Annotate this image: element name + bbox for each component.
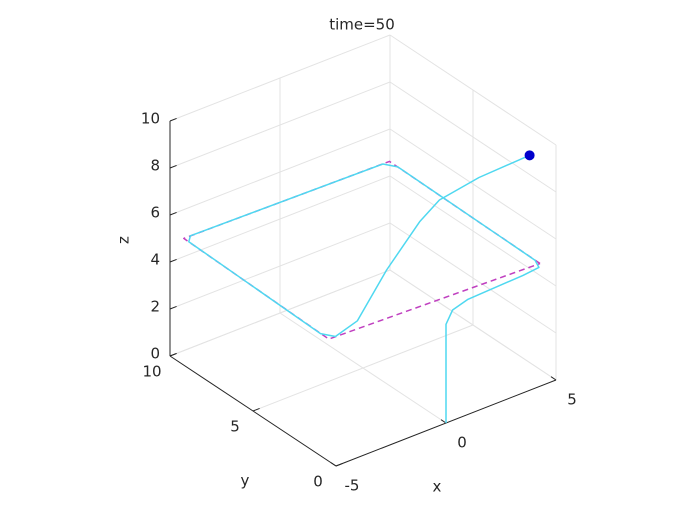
z-tick xyxy=(169,117,177,122)
z-tick xyxy=(169,258,177,263)
grid-line xyxy=(169,175,391,263)
marker-point xyxy=(524,150,535,161)
grid-line xyxy=(389,269,557,381)
y-tick xyxy=(335,462,343,467)
grid-line xyxy=(389,81,557,193)
grid-line xyxy=(169,222,391,310)
z-tick xyxy=(169,211,177,216)
x-tick-label: -5 xyxy=(345,477,360,495)
y-axis-label: y xyxy=(241,472,250,490)
z-tick xyxy=(169,352,177,357)
z-tick-label: 10 xyxy=(141,110,160,128)
z-tick xyxy=(169,305,177,310)
grid-line xyxy=(389,222,557,334)
x-tick xyxy=(330,462,337,467)
z-tick-label: 4 xyxy=(150,251,160,269)
y-tick-label: 0 xyxy=(313,473,323,491)
z-tick-label: 8 xyxy=(150,157,160,175)
trajectory-line xyxy=(188,154,540,423)
grid-line xyxy=(169,128,391,216)
grid-line xyxy=(389,128,557,240)
chart-title: time=50 xyxy=(329,16,395,34)
z-tick-label: 0 xyxy=(150,345,160,363)
y-tick-label: 10 xyxy=(142,363,161,381)
z-axis-label: z xyxy=(115,236,133,244)
grid-line xyxy=(169,81,391,169)
grid-line xyxy=(252,324,474,412)
x-tick xyxy=(550,376,557,381)
y-tick-label: 5 xyxy=(230,418,240,436)
grid-line xyxy=(389,34,557,146)
x-axis-label: x xyxy=(433,478,442,496)
grid-line xyxy=(169,34,391,122)
z-tick xyxy=(169,164,177,169)
grid-line xyxy=(169,269,391,357)
x-tick-label: 0 xyxy=(457,434,467,452)
grid-line xyxy=(389,175,557,287)
x-tick xyxy=(440,419,447,424)
z-tick-label: 6 xyxy=(150,204,160,222)
x-tick-label: 5 xyxy=(567,391,577,409)
z-tick-label: 2 xyxy=(150,298,160,316)
y-tick xyxy=(252,407,260,412)
